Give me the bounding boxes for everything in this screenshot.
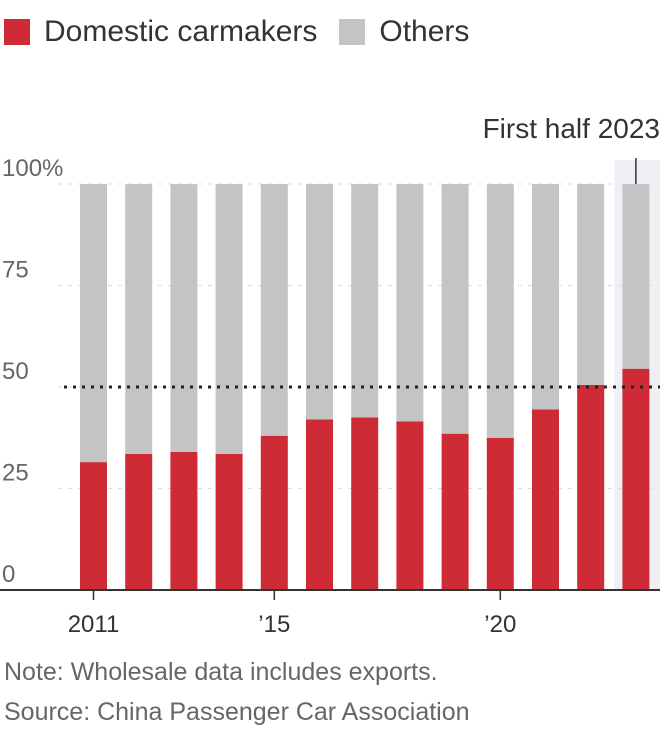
bar-others — [396, 184, 424, 422]
x-tick-label: 2011 — [68, 611, 120, 638]
bar-others — [215, 184, 243, 454]
chart-source: Source: China Passenger Car Association — [4, 698, 470, 726]
y-tick-label: 50 — [2, 358, 29, 385]
bar-others — [125, 184, 153, 454]
bar-others — [260, 184, 288, 436]
bar-domestic — [125, 453, 153, 590]
bar-others — [532, 184, 559, 410]
bar-others — [306, 184, 333, 420]
bar-domestic — [260, 435, 288, 590]
legend-item-others: Others — [339, 15, 469, 49]
bar-others — [486, 184, 514, 438]
legend-item-domestic: Domestic carmakers — [4, 15, 317, 49]
bar-domestic — [215, 453, 243, 590]
bar-domestic — [80, 462, 107, 590]
x-tick-label: ’15 — [258, 611, 290, 638]
y-tick-label: 100% — [2, 155, 63, 182]
bar-others — [622, 184, 650, 369]
y-tick-label: 75 — [2, 257, 29, 284]
stacked-bar-chart: 100% 75 50 25 0 2011 ’15 ’20 First half 2023 — [0, 113, 660, 638]
chart-note: Note: Wholesale data includes exports. — [4, 658, 438, 686]
annotation-first-half-2023: First half 2023 — [483, 113, 660, 144]
bar-domestic — [170, 451, 198, 590]
bar-domestic — [441, 433, 469, 590]
bar-domestic — [351, 417, 379, 590]
y-tick-label: 25 — [2, 460, 29, 487]
chart-legend: Domestic carmakers Others — [4, 14, 469, 50]
bar-others — [351, 184, 379, 418]
bar-domestic — [486, 437, 514, 590]
y-tick-label: 0 — [2, 561, 15, 588]
bar-domestic — [306, 419, 333, 590]
bar-domestic — [532, 409, 559, 590]
bar-others — [441, 184, 469, 434]
legend-label-domestic: Domestic carmakers — [44, 15, 318, 48]
legend-label-others: Others — [379, 15, 470, 48]
legend-swatch-others — [339, 19, 366, 45]
bar-domestic — [577, 384, 605, 590]
bar-others — [170, 184, 198, 452]
x-tick-label: ’20 — [484, 611, 516, 638]
bar-domestic — [622, 368, 650, 590]
bar-domestic — [396, 421, 424, 590]
bar-others — [80, 184, 107, 463]
legend-swatch-domestic — [4, 19, 30, 45]
bar-others — [577, 184, 605, 385]
